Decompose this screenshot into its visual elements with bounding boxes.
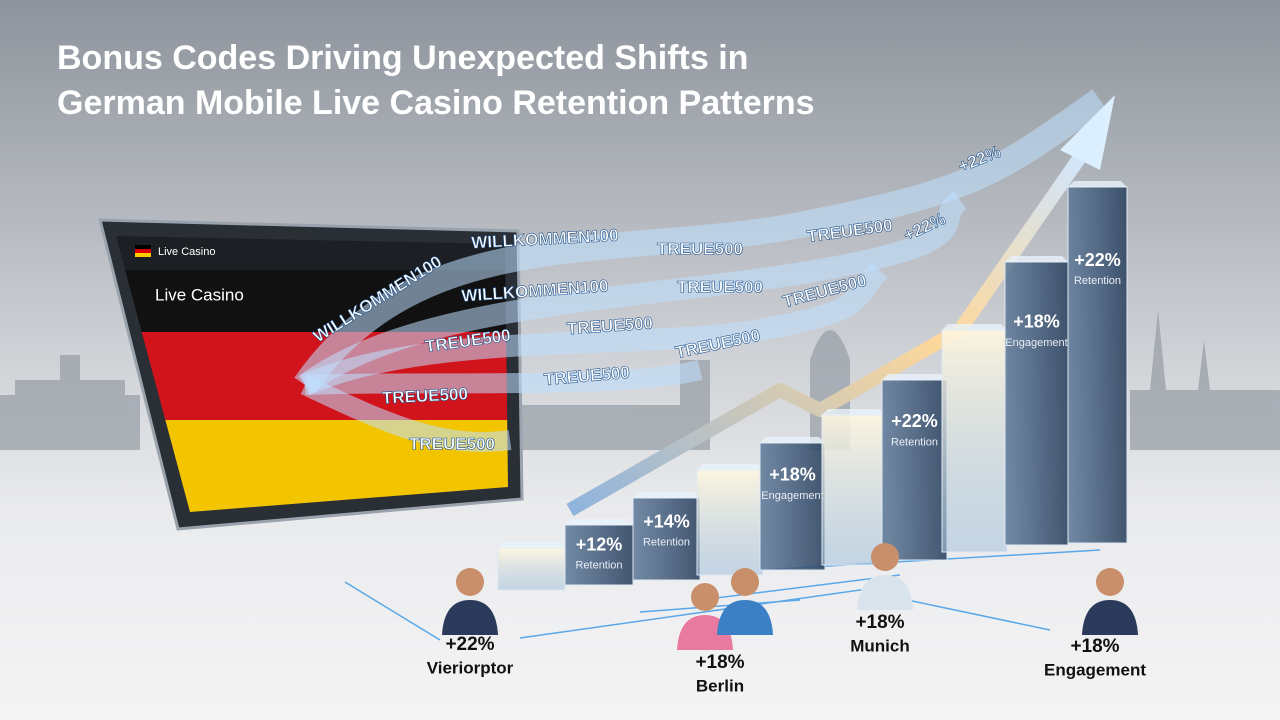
person-head [1096,568,1124,596]
bar-label: Retention [1074,275,1121,287]
bar [497,547,566,591]
bar-value: +22% [891,411,938,431]
bar-top [760,437,825,443]
person-value: +18% [695,652,744,673]
bar-value: +18% [769,465,816,485]
bar-value: +22% [1074,250,1121,270]
bar-label: Retention [643,537,690,549]
flag-icon [135,245,151,257]
person [857,575,913,610]
bar [821,414,886,566]
person-value: +18% [1070,636,1119,657]
person-label: Vieriorptor [427,658,514,677]
title-line: German Mobile Live Casino Retention Patt… [57,84,815,122]
growth-arrow [566,146,1091,517]
bar-label: Retention [575,560,622,572]
connector-lines [344,549,1101,641]
bar-top [498,542,565,548]
bar-label: Engagement [761,490,823,502]
bar [941,329,1008,553]
bar-top [1068,181,1127,187]
bar [564,524,634,586]
tablet-title: Live Casino [155,285,244,304]
person-label: Berlin [696,676,744,695]
bar [759,442,826,571]
person-head [691,583,719,611]
arrow-head [1060,95,1115,170]
bar [1004,261,1069,546]
bar [1067,186,1128,544]
ribbons [294,89,1108,452]
person-value: +22% [445,634,494,655]
person-label: Engagement [1044,660,1146,679]
bonus-code: TREUE500 [677,277,763,296]
bar-top [1005,256,1068,262]
person [1082,600,1138,635]
person-head [456,568,484,596]
bonus-code: TREUE500 [409,434,495,453]
bar-top [822,409,885,415]
bonus-code: TREUE500 [657,239,743,258]
bar-value: +18% [1013,312,1060,332]
bar [632,497,701,581]
bar-top [565,519,633,525]
person [442,600,498,635]
bar-value: +14% [643,512,690,532]
person-label: Munich [850,636,910,655]
bar-top [697,464,763,470]
person-value: +18% [855,612,904,633]
person-head [871,543,899,571]
bar-label: Retention [891,436,938,448]
bar-value: +12% [576,535,623,555]
bar [696,469,764,576]
bar-top [882,374,947,380]
bar-top [633,492,700,498]
tablet-header: Live Casino [158,246,215,258]
person [717,600,773,635]
bar-top [942,324,1007,330]
bar-label: Engagement [1005,337,1067,349]
bar [881,379,948,561]
title-line: Bonus Codes Driving Unexpected Shifts in [57,39,748,77]
person-head [731,568,759,596]
